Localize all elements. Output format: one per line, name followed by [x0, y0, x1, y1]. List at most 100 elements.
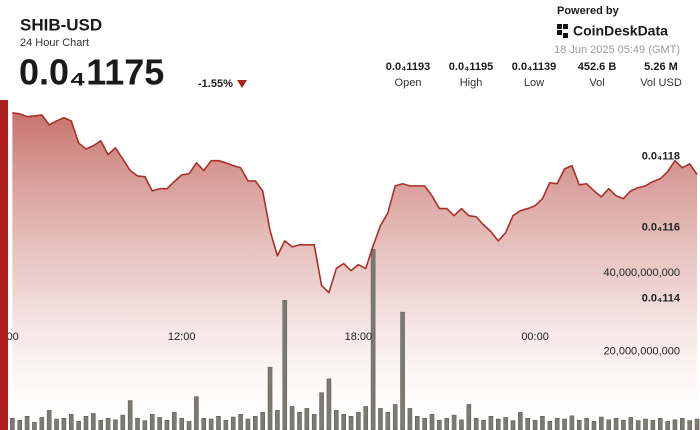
volume-bar	[599, 416, 604, 430]
volume-bar	[32, 421, 37, 430]
volume-bar	[311, 414, 317, 430]
volume-bar	[83, 416, 89, 430]
volume-bar	[694, 418, 700, 430]
brand: CoinDeskData	[573, 23, 668, 39]
y2-tick-label: 40,000,000,000	[604, 267, 680, 279]
change: -1.55%	[198, 78, 233, 90]
symbol: SHIB-USD	[20, 15, 102, 34]
stat-value: 452.6 B	[578, 61, 617, 73]
volume-bar	[591, 421, 597, 430]
volume-bar	[289, 406, 295, 430]
volume-bar	[297, 412, 302, 430]
volume-bar	[481, 419, 486, 430]
volume-bar	[17, 419, 23, 430]
volume-bar	[392, 404, 398, 430]
volume-bar	[282, 300, 288, 430]
volume-bar	[68, 414, 74, 430]
volume-bar	[164, 419, 170, 430]
volume-bar	[54, 418, 59, 430]
x-tick-label: 18:00	[345, 331, 373, 343]
volume-bar	[113, 419, 118, 430]
volume-bar	[39, 417, 45, 430]
volume-bar	[223, 419, 229, 430]
volume-bar	[385, 412, 391, 430]
volume-bar	[194, 396, 199, 430]
volume-bar	[547, 421, 553, 430]
volume-bar	[238, 414, 243, 430]
volume-bar	[216, 416, 221, 430]
volume-bar	[348, 416, 354, 430]
volume-bar	[46, 410, 52, 430]
volume-bar	[576, 419, 582, 430]
volume-bar	[665, 421, 670, 430]
volume-bar	[628, 417, 634, 430]
y-tick-label: 0.0₄114	[642, 293, 681, 305]
volume-bar	[687, 420, 692, 430]
stat-value: 5.26 M	[644, 61, 678, 73]
volume-bar	[149, 414, 155, 430]
volume-bar	[157, 417, 162, 430]
volume-bar	[407, 408, 413, 430]
volume-bar	[370, 249, 376, 430]
volume-bar	[98, 419, 103, 430]
volume-bar	[621, 419, 626, 430]
volume-bar	[172, 412, 177, 430]
stat-label: Vol	[589, 77, 604, 89]
volume-bar	[201, 417, 207, 430]
volume-bar	[245, 418, 251, 430]
brand-logo	[557, 24, 568, 38]
down-arrow	[237, 80, 247, 88]
volume-bar	[10, 417, 15, 430]
volume-bar	[61, 417, 67, 430]
stat-value: 0.0₄1193	[386, 61, 430, 73]
volume-bar	[429, 414, 435, 430]
volume-bar	[24, 416, 30, 430]
timestamp: 18 Jun 2025 05:49 (GMT)	[554, 44, 680, 56]
y-tick-label: 0.0₄116	[642, 222, 680, 234]
price-line	[12, 111, 698, 294]
volume-bar	[569, 415, 575, 430]
volume-bar	[518, 412, 523, 430]
volume-bar	[422, 417, 427, 430]
volume-bar	[613, 417, 619, 430]
volume-bar	[326, 378, 332, 430]
stat-value: 0.0₄1195	[449, 61, 493, 73]
accent-bar	[0, 100, 8, 430]
volume-bar	[606, 419, 611, 430]
volume-bar	[466, 404, 472, 430]
volume-bar	[334, 410, 339, 430]
powered-by: Powered by	[557, 5, 620, 17]
stat-label: Open	[395, 77, 422, 89]
volume-bar	[415, 416, 420, 430]
volume-bar	[657, 417, 663, 430]
volume-bar	[503, 417, 508, 430]
volume-bar	[437, 419, 442, 430]
volume-bar	[650, 419, 656, 430]
volume-bar	[260, 412, 265, 430]
volume-bar	[319, 392, 324, 430]
volume-bar	[643, 418, 648, 430]
volume-bar	[105, 417, 111, 430]
stat-label: High	[460, 77, 483, 89]
volume-bar	[267, 366, 273, 430]
y-tick-label: 0.0₄118	[642, 151, 680, 163]
stat-label: Low	[524, 77, 544, 89]
volume-bar	[562, 418, 567, 430]
volume-bar	[142, 420, 148, 430]
plot: 06:0012:0018:0000:000.0₄1180.0₄1160.0₄11…	[0, 111, 700, 430]
volume-bar	[554, 417, 560, 430]
price-area	[12, 112, 698, 430]
period: 24 Hour Chart	[20, 37, 89, 49]
stats: 0.0₄1193 Open 0.0₄1195 High 0.0₄1139 Low 452.6…	[386, 61, 682, 89]
volume-bar	[356, 412, 361, 430]
volume-bar	[208, 418, 214, 430]
volume-bar	[584, 417, 589, 430]
volume-bar	[253, 416, 258, 430]
volume-bar	[230, 416, 236, 430]
volume-bar	[120, 414, 126, 430]
volume-bar	[635, 420, 641, 430]
volume-bar	[135, 417, 140, 430]
volume-bar	[444, 417, 450, 430]
volume-bar	[179, 417, 184, 430]
